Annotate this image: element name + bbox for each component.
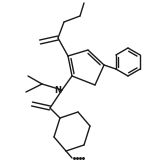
Text: N: N <box>55 85 62 95</box>
